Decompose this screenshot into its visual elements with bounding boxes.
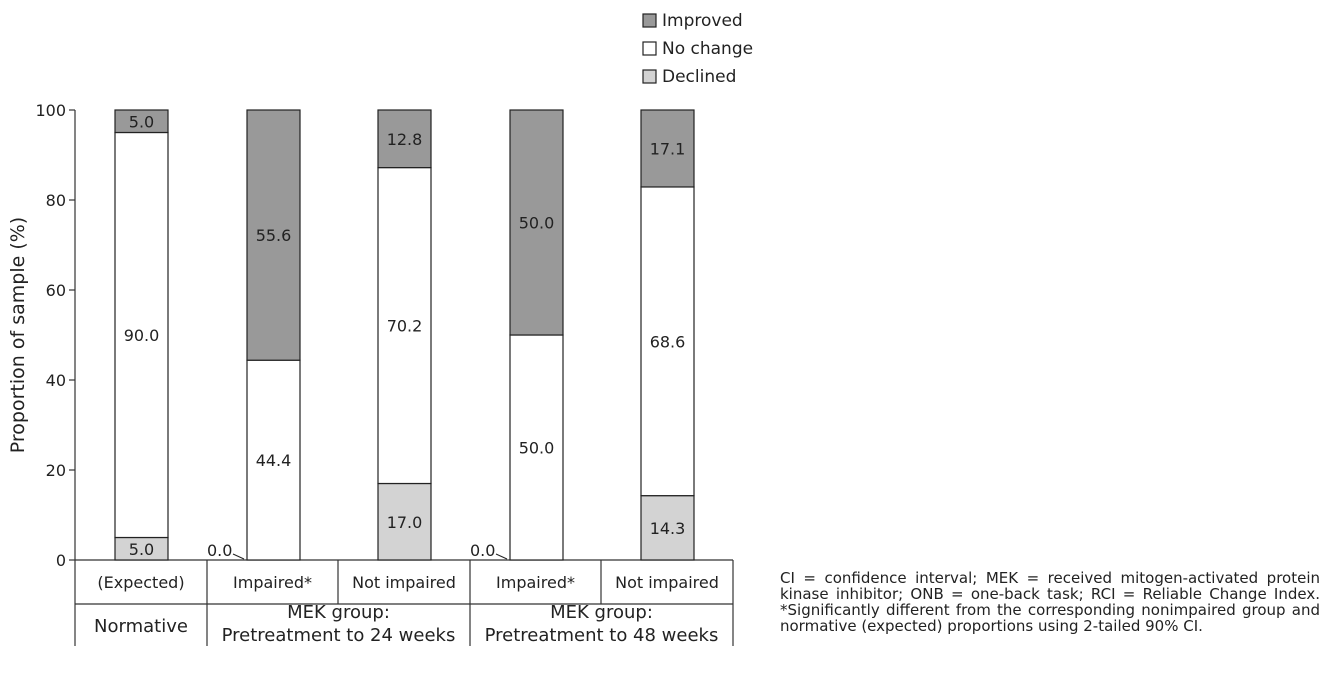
bar-segment-declined <box>377 482 432 561</box>
group-label: Normative <box>94 616 188 637</box>
data-label: 14.3 <box>650 519 686 538</box>
data-label: 17.1 <box>650 139 686 158</box>
data-label: 0.0 <box>470 541 495 560</box>
group-label: Pretreatment to 24 weeks <box>222 625 456 646</box>
legend-swatch <box>642 13 657 28</box>
data-label: 12.8 <box>387 130 423 149</box>
category-label: Impaired* <box>233 573 312 592</box>
bar-segment-improved <box>377 109 432 169</box>
legend-swatch <box>642 69 657 84</box>
axis-layer: 0 20 40 60 80 100 <box>35 101 734 646</box>
category-label: (Expected) <box>97 573 184 592</box>
data-label: 50.0 <box>519 439 555 458</box>
labels-layer: (Expected) Impaired* Not impaired Impaired*… <box>94 112 719 646</box>
y-tick-label: 20 <box>46 461 66 480</box>
data-label: 5.0 <box>129 540 154 559</box>
figure-caption: CI = confidence interval; MEK = received… <box>780 569 1320 635</box>
category-label: Not impaired <box>352 573 456 592</box>
data-label: 90.0 <box>124 326 160 345</box>
bars-layer <box>114 109 695 561</box>
y-tick-label: 100 <box>35 101 66 120</box>
category-label: Not impaired <box>615 573 719 592</box>
data-label: 68.6 <box>650 332 686 351</box>
bar-segment-improved <box>114 109 169 134</box>
legend-label: Improved <box>662 11 743 31</box>
bar-segment-improved <box>246 109 301 361</box>
legend-label: No change <box>662 39 753 59</box>
data-label: 0.0 <box>207 541 232 560</box>
bar-segment-improved <box>640 109 695 188</box>
data-label: 5.0 <box>129 112 154 131</box>
group-label: MEK group: <box>287 602 390 623</box>
data-label: 17.0 <box>387 513 423 532</box>
y-tick-label: 40 <box>46 371 66 390</box>
group-label: MEK group: <box>550 602 653 623</box>
bar-segment-improved <box>509 109 564 336</box>
bar-segment-no-change <box>377 167 432 485</box>
data-label-leader <box>495 553 508 560</box>
y-axis-label: Proportion of sample (%) <box>7 217 29 453</box>
data-label: 50.0 <box>519 214 555 233</box>
y-tick-label: 0 <box>56 551 66 570</box>
data-label-leader <box>232 553 245 560</box>
bar-segment-no-change <box>509 334 564 561</box>
legend: Improved No change Declined <box>642 11 753 87</box>
legend-swatch <box>642 41 657 56</box>
y-tick-label: 60 <box>46 281 66 300</box>
category-label: Impaired* <box>496 573 575 592</box>
data-label: 55.6 <box>256 226 292 245</box>
legend-label: Declined <box>662 67 736 87</box>
y-tick-label: 80 <box>46 191 66 210</box>
data-label: 44.4 <box>256 451 292 470</box>
data-label: 70.2 <box>387 317 423 336</box>
group-label: Pretreatment to 48 weeks <box>485 625 719 646</box>
